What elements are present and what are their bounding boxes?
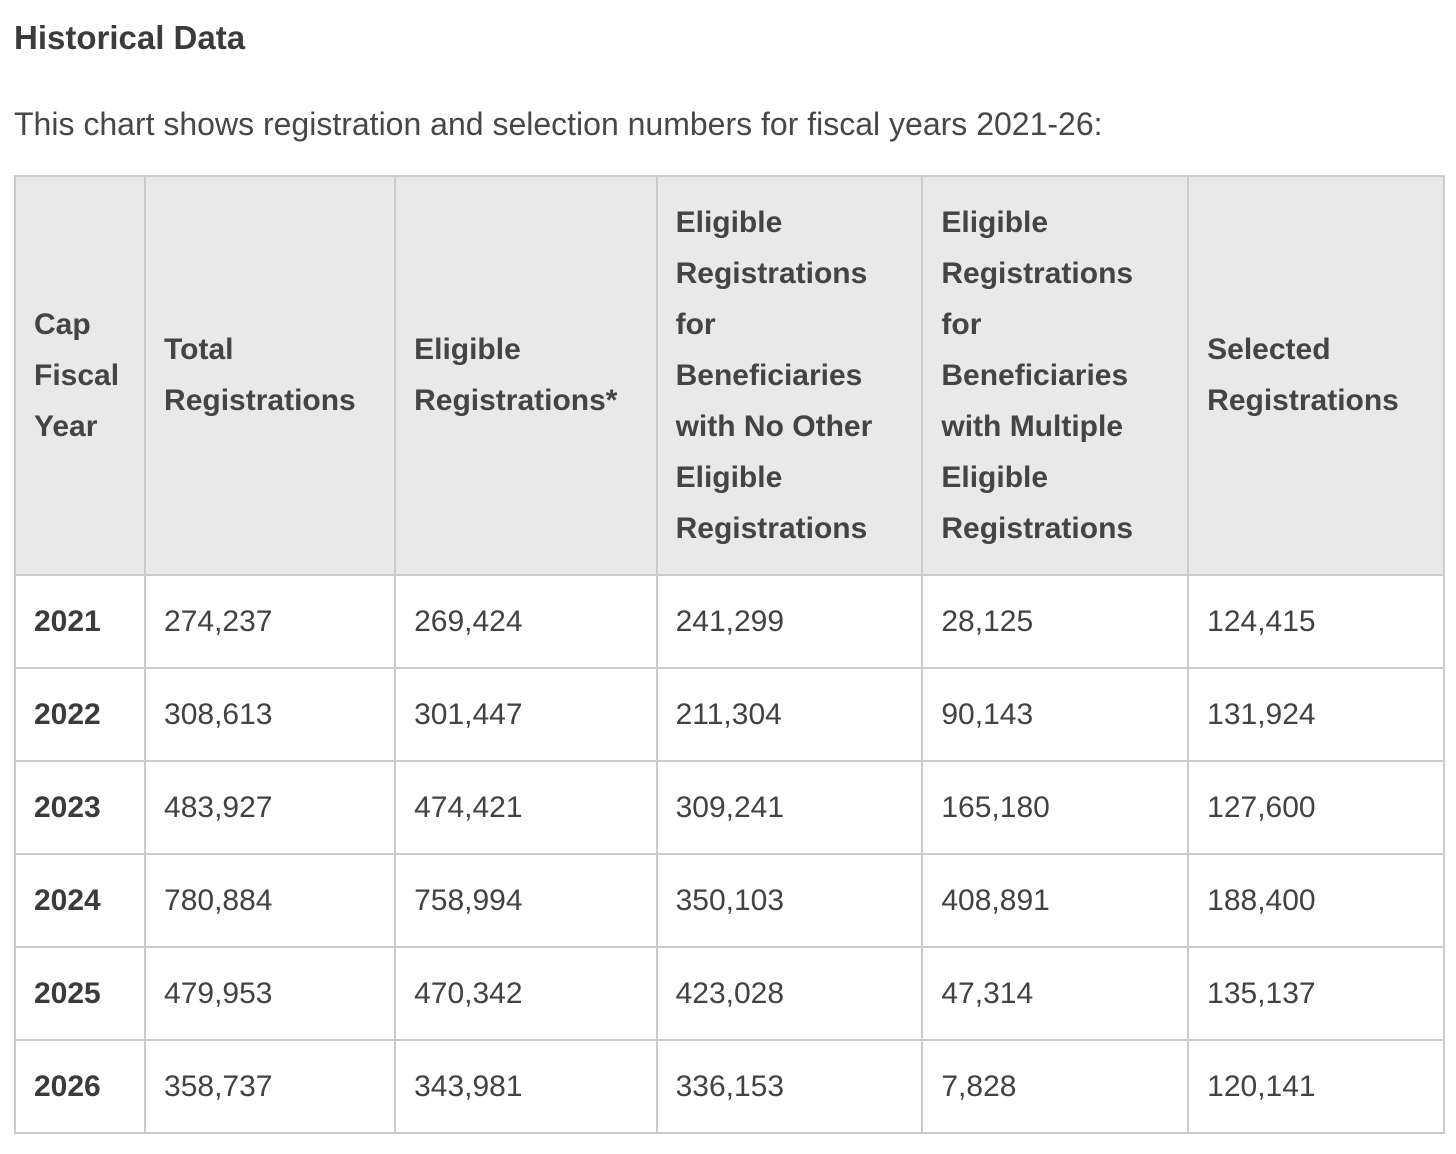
eligible-registrations-cell: 343,981: [394, 1038, 658, 1134]
selected-registrations-cell: 127,600: [1187, 759, 1445, 855]
year-cell: 2025: [13, 945, 147, 1041]
multiple-eligible-cell: 47,314: [921, 945, 1190, 1041]
total-registrations-cell: 274,237: [144, 573, 397, 669]
table-row-2022: 2022 308,613 301,447 211,304 90,143 131,…: [13, 666, 1445, 762]
multiple-eligible-cell: 7,828: [921, 1038, 1190, 1134]
column-header-selected-registrations: Selected Registrations: [1187, 174, 1445, 576]
selected-registrations-cell: 120,141: [1187, 1038, 1445, 1134]
no-other-eligible-cell: 350,103: [655, 852, 924, 948]
page-title: Historical Data: [14, 19, 246, 56]
multiple-eligible-cell: 28,125: [921, 573, 1190, 669]
year-cell: 2021: [13, 573, 147, 669]
year-cell: 2024: [13, 852, 147, 948]
no-other-eligible-cell: 241,299: [655, 573, 924, 669]
total-registrations-cell: 479,953: [144, 945, 397, 1041]
eligible-registrations-cell: 758,994: [394, 852, 658, 948]
no-other-eligible-cell: 336,153: [655, 1038, 924, 1134]
table-row-2025: 2025 479,953 470,342 423,028 47,314 135,…: [13, 945, 1445, 1041]
historical-data-table: Cap Fiscal Year Total Registrations Elig…: [13, 174, 1445, 1134]
column-header-eligible-registrations: Eligible Registrations*: [394, 174, 658, 576]
intro-text: This chart shows registration and select…: [14, 105, 1103, 142]
table-row-2021: 2021 274,237 269,424 241,299 28,125 124,…: [13, 573, 1445, 669]
total-registrations-cell: 780,884: [144, 852, 397, 948]
eligible-registrations-cell: 474,421: [394, 759, 658, 855]
column-header-total-registrations: Total Registrations: [144, 174, 397, 576]
multiple-eligible-cell: 90,143: [921, 666, 1190, 762]
year-cell: 2026: [13, 1038, 147, 1134]
total-registrations-cell: 483,927: [144, 759, 397, 855]
column-header-cap-fiscal-year: Cap Fiscal Year: [13, 174, 147, 576]
eligible-registrations-cell: 301,447: [394, 666, 658, 762]
table-row-2024: 2024 780,884 758,994 350,103 408,891 188…: [13, 852, 1445, 948]
total-registrations-cell: 308,613: [144, 666, 397, 762]
no-other-eligible-cell: 309,241: [655, 759, 924, 855]
year-cell: 2022: [13, 666, 147, 762]
table-row-2026: 2026 358,737 343,981 336,153 7,828 120,1…: [13, 1038, 1445, 1134]
column-header-multiple-eligible: Eligible Registrations for Beneficiaries…: [921, 174, 1190, 576]
eligible-registrations-cell: 269,424: [394, 573, 658, 669]
table-header: Cap Fiscal Year Total Registrations Elig…: [13, 174, 1445, 576]
selected-registrations-cell: 135,137: [1187, 945, 1445, 1041]
table-body: 2021 274,237 269,424 241,299 28,125 124,…: [13, 573, 1445, 1134]
no-other-eligible-cell: 211,304: [655, 666, 924, 762]
multiple-eligible-cell: 408,891: [921, 852, 1190, 948]
eligible-registrations-cell: 470,342: [394, 945, 658, 1041]
no-other-eligible-cell: 423,028: [655, 945, 924, 1041]
table-row-2023: 2023 483,927 474,421 309,241 165,180 127…: [13, 759, 1445, 855]
selected-registrations-cell: 131,924: [1187, 666, 1445, 762]
total-registrations-cell: 358,737: [144, 1038, 397, 1134]
selected-registrations-cell: 188,400: [1187, 852, 1445, 948]
year-cell: 2023: [13, 759, 147, 855]
selected-registrations-cell: 124,415: [1187, 573, 1445, 669]
column-header-no-other-eligible: Eligible Registrations for Beneficiaries…: [655, 174, 924, 576]
multiple-eligible-cell: 165,180: [921, 759, 1190, 855]
header-row: Cap Fiscal Year Total Registrations Elig…: [13, 174, 1445, 576]
